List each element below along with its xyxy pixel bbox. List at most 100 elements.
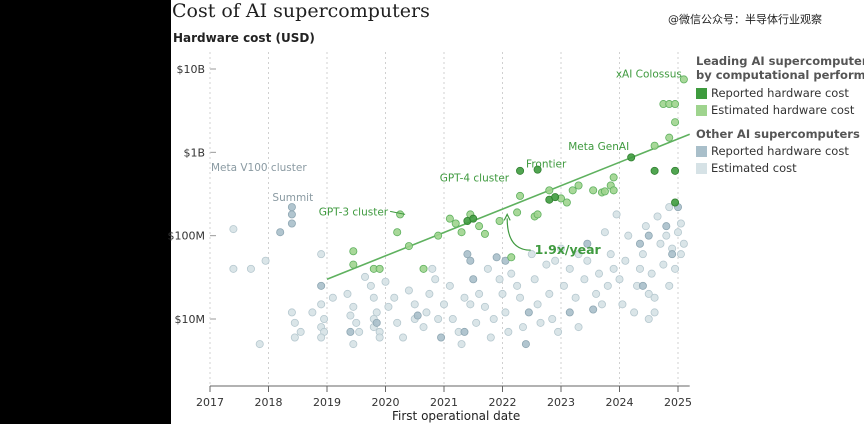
point-other-estimated	[504, 327, 513, 336]
point-other-reported	[276, 228, 285, 237]
point-other-estimated	[261, 256, 270, 265]
point-other-estimated	[328, 293, 337, 302]
point-other-estimated	[513, 281, 522, 290]
trend-arrowhead	[503, 213, 511, 221]
point-leading-reported	[551, 193, 560, 202]
legend-heading-other: Other AI supercomputers	[696, 127, 860, 141]
point-other-estimated	[662, 231, 671, 240]
point-leading-estimated	[650, 141, 659, 150]
legend-swatch-leading-estimated	[696, 105, 707, 116]
point-other-estimated	[425, 289, 434, 298]
point-other-reported	[466, 256, 475, 265]
point-leading-estimated	[600, 187, 609, 196]
point-leading-estimated	[457, 228, 466, 237]
point-other-estimated	[390, 293, 399, 302]
x-tick-label: 2022	[489, 396, 517, 409]
point-other-estimated	[674, 228, 683, 237]
point-other-reported	[644, 231, 653, 240]
point-other-reported	[524, 308, 533, 317]
point-other-estimated	[375, 333, 384, 342]
point-other-estimated	[448, 314, 457, 323]
point-other-reported	[492, 253, 501, 262]
point-other-estimated	[466, 300, 475, 309]
point-other-estimated	[545, 289, 554, 298]
y-tick-label: $100M	[168, 230, 206, 243]
point-other-estimated	[428, 264, 437, 273]
point-other-reported	[565, 308, 574, 317]
point-other-reported	[287, 210, 296, 219]
point-other-estimated	[422, 308, 431, 317]
legend-heading-leading-line2: by computational performance	[696, 68, 864, 82]
x-tick-label: 2024	[606, 396, 634, 409]
annotation-label: Meta GenAI	[568, 141, 629, 153]
point-leading-estimated	[480, 229, 489, 238]
point-other-estimated	[460, 293, 469, 302]
point-leading-estimated	[445, 214, 454, 223]
point-leading-estimated	[562, 198, 571, 207]
point-leading-estimated	[434, 231, 443, 240]
x-tick-label: 2017	[196, 396, 224, 409]
point-leading-reported	[627, 153, 636, 162]
point-other-estimated	[665, 281, 674, 290]
point-other-estimated	[355, 327, 364, 336]
point-other-estimated	[381, 277, 390, 286]
point-other-estimated	[372, 308, 381, 317]
point-other-estimated	[551, 256, 560, 265]
x-tick-label: 2021	[430, 396, 458, 409]
trend-label: 1.9x/year	[535, 242, 602, 257]
point-leading-reported	[469, 214, 478, 223]
point-other-reported	[463, 250, 472, 259]
point-other-estimated	[290, 318, 299, 327]
point-other-estimated	[679, 239, 688, 248]
point-other-estimated	[404, 286, 413, 295]
point-other-estimated	[671, 264, 680, 273]
point-other-estimated	[516, 293, 525, 302]
point-other-estimated	[475, 289, 484, 298]
point-leading-estimated	[671, 118, 680, 127]
point-leading-reported	[533, 165, 542, 174]
point-leading-estimated	[568, 186, 577, 195]
point-other-estimated	[565, 264, 574, 273]
point-other-estimated	[615, 275, 624, 284]
point-other-estimated	[495, 275, 504, 284]
point-other-estimated	[554, 327, 563, 336]
point-other-estimated	[229, 264, 238, 273]
point-other-estimated	[676, 219, 685, 228]
point-other-estimated	[287, 308, 296, 317]
point-other-estimated	[527, 250, 536, 259]
point-other-estimated	[606, 250, 615, 259]
y-tick-label: $1B	[183, 146, 205, 159]
point-leading-estimated	[495, 216, 504, 225]
point-leading-estimated	[419, 264, 428, 273]
legend-heading-leading-line1: Leading AI supercomputers	[696, 54, 864, 68]
point-other-estimated	[542, 260, 551, 269]
legend-item-other-reported: Reported hardware cost	[711, 144, 849, 158]
point-other-reported	[662, 222, 671, 231]
point-other-reported	[635, 239, 644, 248]
annotation-label: GPT-3 cluster	[319, 206, 389, 218]
point-other-reported	[437, 333, 446, 342]
point-other-estimated	[603, 281, 612, 290]
point-other-estimated	[609, 264, 618, 273]
point-other-reported	[287, 203, 296, 212]
point-other-estimated	[369, 293, 378, 302]
point-other-estimated	[457, 340, 466, 349]
point-other-estimated	[489, 314, 498, 323]
point-other-estimated	[557, 244, 566, 253]
point-other-estimated	[384, 302, 393, 311]
point-leading-estimated	[679, 75, 688, 84]
point-other-estimated	[600, 228, 609, 237]
point-leading-estimated	[404, 242, 413, 251]
point-other-estimated	[399, 333, 408, 342]
point-other-estimated	[518, 323, 527, 332]
x-axis-label: First operational date	[392, 409, 521, 423]
point-other-estimated	[352, 318, 361, 327]
legend-swatch-other-reported	[696, 146, 707, 157]
point-other-estimated	[255, 340, 264, 349]
point-other-estimated	[445, 281, 454, 290]
point-other-estimated	[480, 302, 489, 311]
point-leading-estimated	[609, 173, 618, 182]
point-other-reported	[413, 311, 422, 320]
point-other-estimated	[486, 333, 495, 342]
